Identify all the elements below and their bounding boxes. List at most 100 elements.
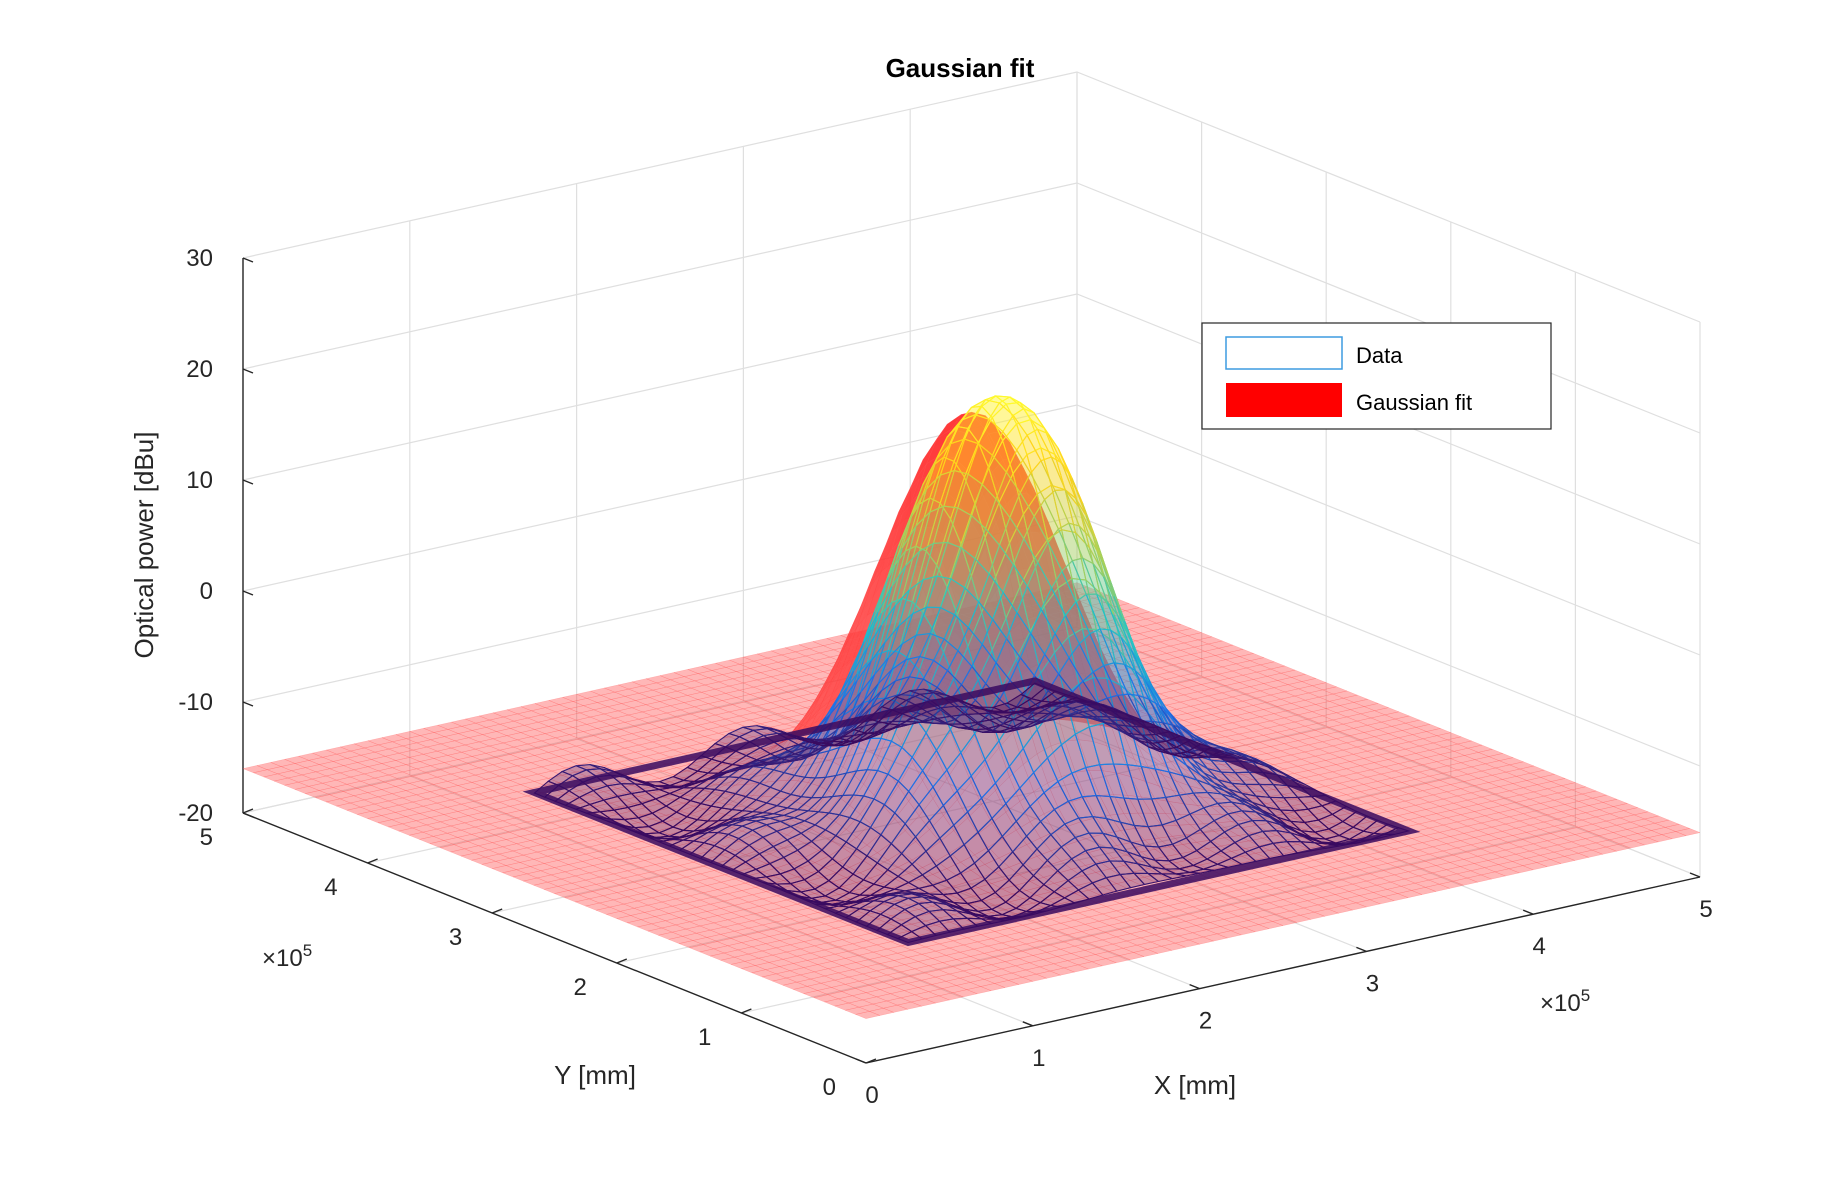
fit-surface-patch bbox=[1463, 778, 1490, 786]
fit-surface-patch bbox=[1446, 788, 1473, 797]
fit-surface-patch bbox=[1383, 763, 1410, 772]
fit-surface-patch bbox=[1654, 819, 1681, 828]
fit-surface-patch bbox=[1515, 850, 1542, 859]
fit-surface-patch bbox=[1369, 792, 1396, 801]
fit-surface-patch bbox=[1283, 740, 1310, 749]
fit-surface-patch bbox=[1383, 867, 1410, 876]
fit-surface-patch bbox=[1387, 730, 1414, 738]
fit-surface-patch bbox=[1348, 862, 1375, 870]
fit-surface-patch bbox=[1366, 799, 1393, 808]
fit-surface-patch bbox=[1581, 816, 1608, 825]
fit-surface-patch bbox=[1230, 848, 1257, 857]
fit-surface-patch bbox=[1285, 914, 1312, 923]
fit-surface-patch bbox=[1376, 752, 1403, 760]
fit-surface-patch bbox=[1382, 893, 1409, 902]
fit-surface-patch bbox=[1339, 702, 1366, 710]
fit-surface-patch bbox=[1588, 802, 1615, 810]
legend-swatch-gaussian-fit bbox=[1226, 383, 1342, 417]
fit-surface-patch bbox=[1535, 859, 1562, 867]
legend-label-gaussian-fit: Gaussian fit bbox=[1356, 390, 1472, 415]
fit-surface-patch bbox=[1497, 835, 1524, 844]
fit-surface-patch bbox=[1442, 795, 1469, 804]
fit-surface-patch bbox=[1424, 883, 1451, 892]
fit-surface-patch bbox=[1415, 749, 1442, 758]
fit-surface-patch bbox=[1317, 745, 1344, 754]
fit-surface-patch bbox=[1476, 852, 1503, 861]
fit-surface-patch bbox=[1501, 853, 1528, 862]
fit-surface-patch bbox=[1484, 760, 1511, 769]
fit-surface-patch bbox=[1345, 713, 1372, 722]
fit-surface-patch bbox=[1459, 811, 1486, 820]
fit-surface-patch bbox=[1647, 834, 1674, 843]
fit-surface-patch bbox=[1411, 835, 1438, 843]
fit-surface-patch bbox=[1411, 783, 1438, 791]
fit-surface-patch bbox=[1480, 819, 1507, 828]
grid-line-x-floor bbox=[409, 775, 1034, 1027]
fit-surface-patch bbox=[1304, 696, 1331, 705]
fit-surface-patch bbox=[1391, 722, 1417, 731]
fit-surface-patch bbox=[1428, 824, 1455, 833]
fit-surface-patch bbox=[1394, 715, 1421, 724]
fit-surface-patch bbox=[1227, 855, 1253, 865]
fit-surface-patch bbox=[1314, 726, 1341, 735]
fit-surface-patch bbox=[1439, 777, 1466, 785]
grid-line-x-floor bbox=[576, 738, 1200, 990]
fit-surface-patch bbox=[1359, 788, 1386, 797]
fit-surface-patch bbox=[1446, 762, 1473, 771]
y-tick-label: 0 bbox=[823, 1074, 836, 1101]
fit-surface-patch bbox=[1355, 847, 1382, 856]
x-tick-label: 1 bbox=[1032, 1045, 1045, 1072]
fit-surface-patch bbox=[1505, 794, 1532, 803]
fit-surface-patch bbox=[1470, 841, 1497, 850]
fit-surface-patch bbox=[1466, 874, 1493, 883]
fit-surface-patch bbox=[1435, 836, 1462, 844]
fit-surface-patch bbox=[1549, 856, 1576, 864]
y-tick-label: 2 bbox=[573, 974, 586, 1001]
fit-surface-patch bbox=[1296, 893, 1323, 901]
fit-surface-patch bbox=[1421, 787, 1448, 796]
fit-surface-patch bbox=[1452, 877, 1479, 886]
fit-surface-patch bbox=[1411, 757, 1438, 766]
fit-surface-patch bbox=[1432, 791, 1459, 800]
fit-surface-patch bbox=[1546, 785, 1573, 794]
fit-surface-patch bbox=[1417, 872, 1444, 881]
fit-surface-patch bbox=[1362, 884, 1389, 893]
fit-surface-patch bbox=[1379, 848, 1406, 857]
fit-surface-patch bbox=[1435, 810, 1462, 819]
fit-surface-patch bbox=[1195, 922, 1222, 930]
z-tick-mark bbox=[242, 590, 254, 596]
fit-surface-patch bbox=[1612, 829, 1639, 837]
fit-surface-patch bbox=[1403, 875, 1430, 884]
fit-surface-patch bbox=[1355, 821, 1382, 830]
fit-surface-patch bbox=[1536, 807, 1563, 816]
fit-surface-patch bbox=[1282, 870, 1309, 879]
axes-box bbox=[242, 257, 1701, 1064]
fit-surface-patch bbox=[1542, 844, 1569, 853]
fit-surface-patch bbox=[1268, 847, 1295, 855]
fit-surface-patch bbox=[1397, 786, 1424, 795]
fit-surface-patch bbox=[1254, 876, 1281, 885]
fit-surface-patch bbox=[1307, 741, 1334, 750]
fit-surface-patch bbox=[1310, 760, 1337, 768]
fit-surface-patch bbox=[1588, 828, 1615, 836]
fit-surface-patch bbox=[1498, 757, 1525, 766]
fit-surface-patch bbox=[1436, 732, 1463, 741]
fit-surface-patch bbox=[1543, 818, 1570, 827]
fit-surface-patch bbox=[1282, 844, 1309, 852]
fit-surface-patch bbox=[1432, 739, 1459, 748]
z-tick-mark bbox=[242, 479, 254, 485]
fit-surface-patch bbox=[1297, 711, 1324, 720]
y-axis-line bbox=[242, 812, 867, 1064]
fit-surface-patch bbox=[1362, 858, 1389, 867]
fit-surface-patch bbox=[1240, 879, 1267, 888]
fit-surface-patch bbox=[1491, 771, 1518, 780]
fit-surface-patch bbox=[1574, 805, 1601, 813]
fit-surface-patch bbox=[1525, 803, 1552, 811]
fit-surface-patch bbox=[1292, 900, 1319, 909]
fit-surface-patch bbox=[1342, 720, 1369, 729]
fit-surface-patch bbox=[1553, 848, 1580, 857]
fit-surface-patch bbox=[1546, 837, 1573, 846]
fit-surface-patch bbox=[1386, 808, 1413, 816]
y-tick-mark bbox=[242, 808, 254, 814]
